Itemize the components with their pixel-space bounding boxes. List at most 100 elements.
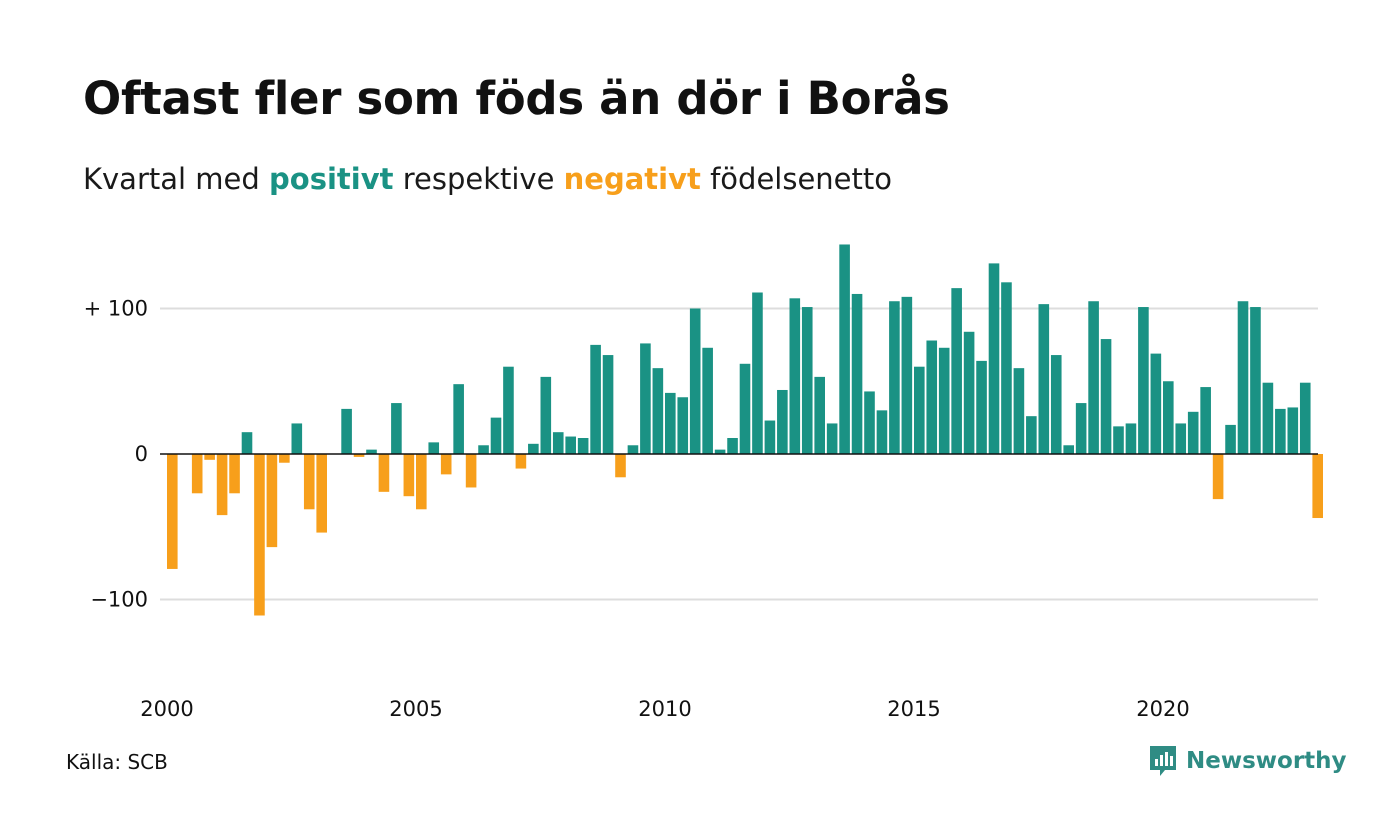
bar-positive — [1088, 301, 1099, 455]
bar-negative — [403, 454, 415, 497]
bar-negative — [303, 454, 315, 510]
bar-positive — [503, 366, 514, 454]
newsworthy-logo-icon — [1150, 746, 1176, 776]
x-tick-label: 2010 — [638, 697, 691, 721]
bar-positive — [739, 363, 751, 454]
bar-positive — [1038, 304, 1050, 454]
bar-positive — [951, 288, 962, 454]
x-tick-label: 2000 — [140, 697, 193, 721]
bar-positive — [914, 366, 925, 454]
bar-negative — [216, 454, 228, 516]
bar-positive — [1163, 381, 1174, 454]
bar-positive — [341, 408, 352, 454]
bar-positive — [963, 331, 975, 454]
x-tick-label: 2020 — [1136, 697, 1189, 721]
bar-positive — [1125, 423, 1137, 454]
subtitle-positive-word: positivt — [269, 162, 394, 196]
bar-negative — [279, 454, 290, 463]
bar-negative — [191, 454, 203, 494]
bar-positive — [864, 391, 875, 455]
bar-positive — [1262, 382, 1274, 454]
bar-positive — [851, 293, 863, 454]
bar-negative — [515, 454, 527, 469]
y-tick-label: −100 — [90, 588, 148, 612]
bar-positive — [876, 410, 888, 454]
bar-negative — [440, 454, 452, 475]
bar-positive — [1138, 307, 1149, 454]
bar-positive — [1175, 423, 1187, 454]
bar-negative — [416, 454, 427, 510]
bar-positive — [1013, 368, 1025, 454]
bar-negative — [1212, 454, 1224, 500]
bar-negative — [229, 454, 240, 494]
bar-positive — [1275, 408, 1286, 454]
bar-negative — [204, 454, 215, 460]
bar-positive — [752, 292, 763, 454]
bar-positive — [901, 296, 913, 454]
bar-positive — [577, 438, 589, 455]
bar-positive — [1075, 403, 1087, 454]
bar-negative — [615, 454, 626, 478]
bar-positive — [727, 438, 738, 455]
bar-positive — [764, 420, 776, 454]
subtitle-negative-word: negativt — [563, 162, 701, 196]
bar-positive — [552, 432, 564, 455]
bar-negative — [1312, 454, 1323, 519]
bar-positive — [652, 368, 664, 454]
y-tick-label: + 100 — [84, 297, 148, 321]
bar-positive — [1299, 382, 1311, 454]
bar-positive — [889, 301, 900, 455]
bar-positive — [1187, 411, 1199, 455]
bar-positive — [428, 442, 440, 454]
bar-positive — [1063, 445, 1074, 454]
bars — [167, 244, 1323, 616]
bar-positive — [1001, 282, 1012, 454]
bar-negative — [378, 454, 390, 492]
bar-positive — [714, 449, 726, 454]
bar-positive — [565, 436, 576, 454]
bar-positive — [291, 423, 303, 454]
bar-positive — [1200, 387, 1211, 454]
bar-positive — [540, 376, 552, 454]
bar-negative — [316, 454, 327, 533]
bar-positive — [391, 403, 402, 454]
bar-positive — [640, 343, 651, 454]
bar-negative — [167, 454, 178, 569]
axes: + 100 0 −100 2000 2005 2010 2015 2020 — [84, 297, 1318, 721]
subtitle-prefix: Kvartal med — [83, 162, 260, 196]
chart-title: Oftast fler som föds än dör i Borås — [83, 72, 950, 125]
bar-positive — [627, 445, 639, 454]
bar-positive — [1150, 353, 1162, 455]
subtitle-suffix: födelsenetto — [710, 162, 892, 196]
bar-positive — [1250, 307, 1261, 454]
bar-positive — [366, 449, 377, 454]
y-tick-label: 0 — [135, 442, 148, 466]
bar-positive — [1113, 426, 1124, 455]
gridlines — [160, 307, 1318, 601]
bar-positive — [677, 397, 689, 454]
chart-subtitle: Kvartal med positivt respektive negativt… — [83, 162, 892, 196]
brand-name: Newsworthy — [1186, 748, 1347, 774]
bar-positive — [976, 360, 987, 454]
bar-positive — [801, 307, 813, 454]
bar-positive — [1026, 416, 1037, 454]
bar-positive — [926, 340, 938, 454]
bar-positive — [826, 423, 838, 454]
bar-negative — [254, 454, 265, 616]
brand-logo[interactable]: Newsworthy — [1148, 744, 1347, 778]
source-note: Källa: SCB — [66, 750, 168, 774]
bar-negative — [266, 454, 278, 548]
bar-positive — [241, 432, 253, 455]
bar-positive — [665, 392, 676, 454]
subtitle-middle: respektive — [402, 162, 555, 196]
bar-positive — [938, 347, 950, 454]
bar-positive — [490, 417, 502, 455]
bar-positive — [1225, 424, 1236, 454]
bar-negative — [353, 454, 365, 457]
bar-positive — [814, 376, 825, 454]
bar-positive — [1237, 301, 1249, 455]
bar-positive — [453, 384, 464, 454]
bar-negative — [465, 454, 477, 488]
bar-positive — [1050, 355, 1062, 454]
bar-positive — [528, 443, 539, 454]
